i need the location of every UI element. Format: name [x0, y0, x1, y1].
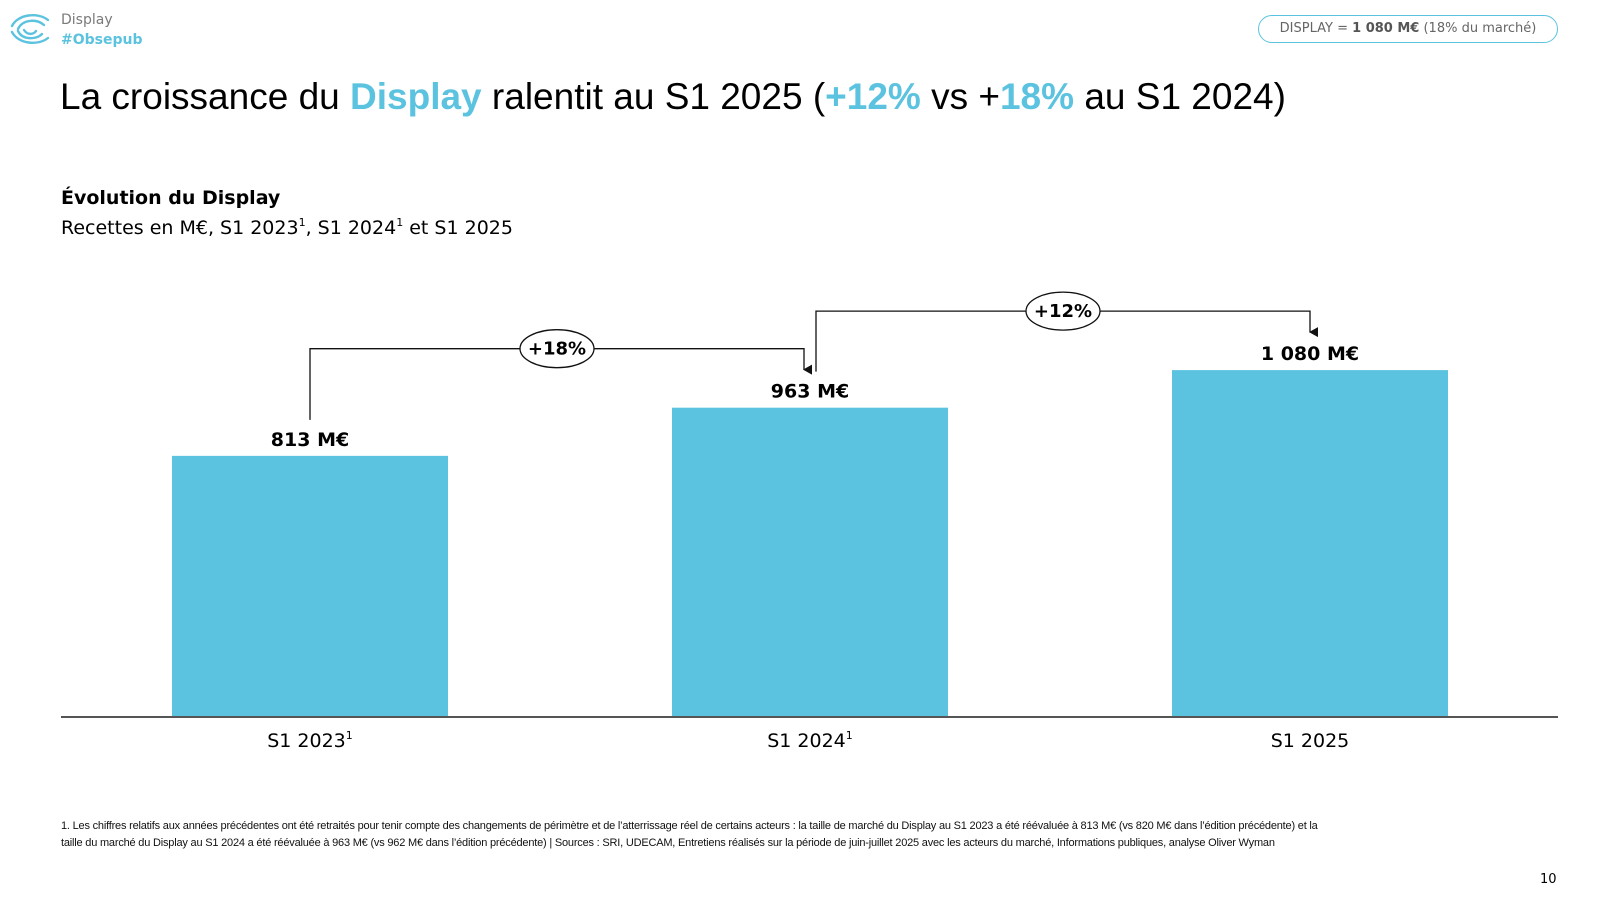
title-part: La croissance du: [60, 76, 351, 117]
chart-title: Évolution du Display: [61, 187, 281, 209]
footnote-ref: 1: [298, 216, 306, 229]
chart-subtitle: Recettes en M€, S1 20231, S1 20241 et S1…: [61, 216, 513, 239]
summary-pill: DISPLAY = 1 080 M€ (18% du marché): [1258, 15, 1558, 43]
footnote-line: 1. Les chiffres relatifs aux années préc…: [61, 820, 1318, 832]
bar-s1-2023: [172, 455, 448, 717]
value-label: 813 M€: [271, 429, 349, 451]
category-label: S1 2025: [1271, 730, 1350, 752]
subtitle-part: Recettes en M€, S1 2023: [61, 217, 299, 239]
subtitle-part: , S1 2024: [305, 217, 397, 239]
title-highlight-growth-2024: 18%: [999, 76, 1075, 117]
growth-annotation: +12%: [815, 291, 1318, 372]
bar-s1-2024: [672, 407, 948, 717]
bar-s1-2025: [1172, 370, 1448, 717]
title-part: vs +: [920, 76, 1000, 117]
section-category: Display: [61, 12, 113, 28]
category-label: S1 20231: [267, 729, 353, 752]
growth-bubble: [519, 329, 595, 369]
title-part: au S1 2024): [1074, 76, 1286, 117]
value-label: 963 M€: [771, 381, 849, 403]
growth-bubble: [1025, 291, 1101, 331]
page-number: 10: [1540, 872, 1557, 887]
brand-block: Display #Obsepub: [61, 10, 143, 50]
title-highlight-display: Display: [350, 76, 482, 117]
growth-label: +18%: [528, 339, 586, 360]
growth-annotation: +18%: [309, 329, 812, 420]
footnote-line: taille du marché du Display au S1 2024 a…: [61, 837, 1275, 849]
title-part: ralentit au S1 2025 (: [481, 76, 826, 117]
pill-prefix: DISPLAY =: [1279, 21, 1353, 36]
footnote: 1. Les chiffres relatifs aux années préc…: [61, 818, 1541, 852]
title-highlight-growth-2025: +12%: [825, 76, 921, 117]
hashtag: #Obsepub: [61, 32, 143, 48]
footnote-ref: 1: [396, 216, 404, 229]
page-title: La croissance du Display ralentit au S1 …: [60, 76, 1286, 118]
subtitle-part: et S1 2025: [403, 217, 513, 239]
pill-value: 1 080 M€: [1352, 21, 1420, 36]
pill-suffix: (18% du marché): [1419, 21, 1537, 36]
value-label: 1 080 M€: [1261, 343, 1359, 365]
category-label: S1 20241: [767, 729, 853, 752]
obsepub-wave-icon: [10, 14, 50, 44]
growth-label: +12%: [1034, 301, 1092, 322]
